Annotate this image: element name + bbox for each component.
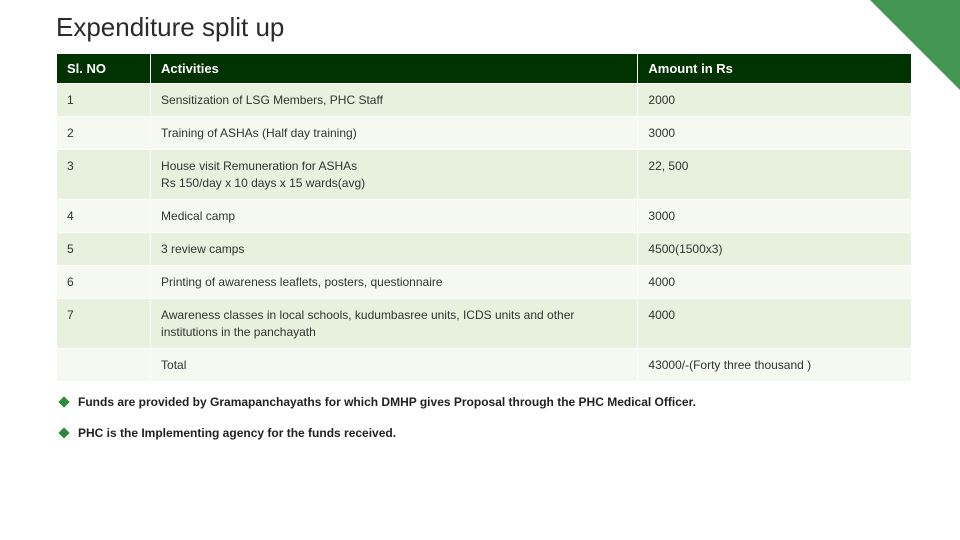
cell-sl: 7 (57, 299, 151, 348)
page-title: Expenditure split up (56, 12, 912, 43)
table-row: 4Medical camp3000 (57, 199, 912, 232)
cell-act: Sensitization of LSG Members, PHC Staff (151, 84, 638, 117)
bullet-list: Funds are provided by Gramapanchayaths f… (56, 394, 912, 442)
table-row: 53 review camps4500(1500x3) (57, 232, 912, 265)
cell-act: House visit Remuneration for ASHAs Rs 15… (151, 150, 638, 199)
cell-act: Printing of awareness leaflets, posters,… (151, 266, 638, 299)
cell-act: Medical camp (151, 199, 638, 232)
cell-amt: 4000 (638, 266, 912, 299)
cell-sl: 3 (57, 150, 151, 199)
cell-amt: 4000 (638, 299, 912, 348)
table-row: 2Training of ASHAs (Half day training)30… (57, 117, 912, 150)
table-row: Total43000/-(Forty three thousand ) (57, 348, 912, 381)
cell-amt: 3000 (638, 199, 912, 232)
cell-amt: 3000 (638, 117, 912, 150)
table-row: 3House visit Remuneration for ASHAs Rs 1… (57, 150, 912, 199)
header-activities: Activities (151, 54, 638, 84)
cell-act: 3 review camps (151, 232, 638, 265)
slide-content: Expenditure split up Sl. NO Activities A… (0, 0, 960, 463)
cell-sl: 5 (57, 232, 151, 265)
cell-act: Awareness classes in local schools, kudu… (151, 299, 638, 348)
cell-sl: 6 (57, 266, 151, 299)
table-row: 1Sensitization of LSG Members, PHC Staff… (57, 84, 912, 117)
cell-amt: 43000/-(Forty three thousand ) (638, 348, 912, 381)
table-row: 6Printing of awareness leaflets, posters… (57, 266, 912, 299)
bullet-item: PHC is the Implementing agency for the f… (56, 425, 912, 442)
cell-amt: 22, 500 (638, 150, 912, 199)
cell-act: Training of ASHAs (Half day training) (151, 117, 638, 150)
cell-amt: 4500(1500x3) (638, 232, 912, 265)
table-header-row: Sl. NO Activities Amount in Rs (57, 54, 912, 84)
cell-act: Total (151, 348, 638, 381)
corner-accent-triangle (870, 0, 960, 90)
bullet-item: Funds are provided by Gramapanchayaths f… (56, 394, 912, 411)
header-slno: Sl. NO (57, 54, 151, 84)
cell-sl: 2 (57, 117, 151, 150)
table-row: 7Awareness classes in local schools, kud… (57, 299, 912, 348)
cell-sl (57, 348, 151, 381)
cell-sl: 1 (57, 84, 151, 117)
expenditure-table: Sl. NO Activities Amount in Rs 1Sensitiz… (56, 53, 912, 382)
cell-sl: 4 (57, 199, 151, 232)
